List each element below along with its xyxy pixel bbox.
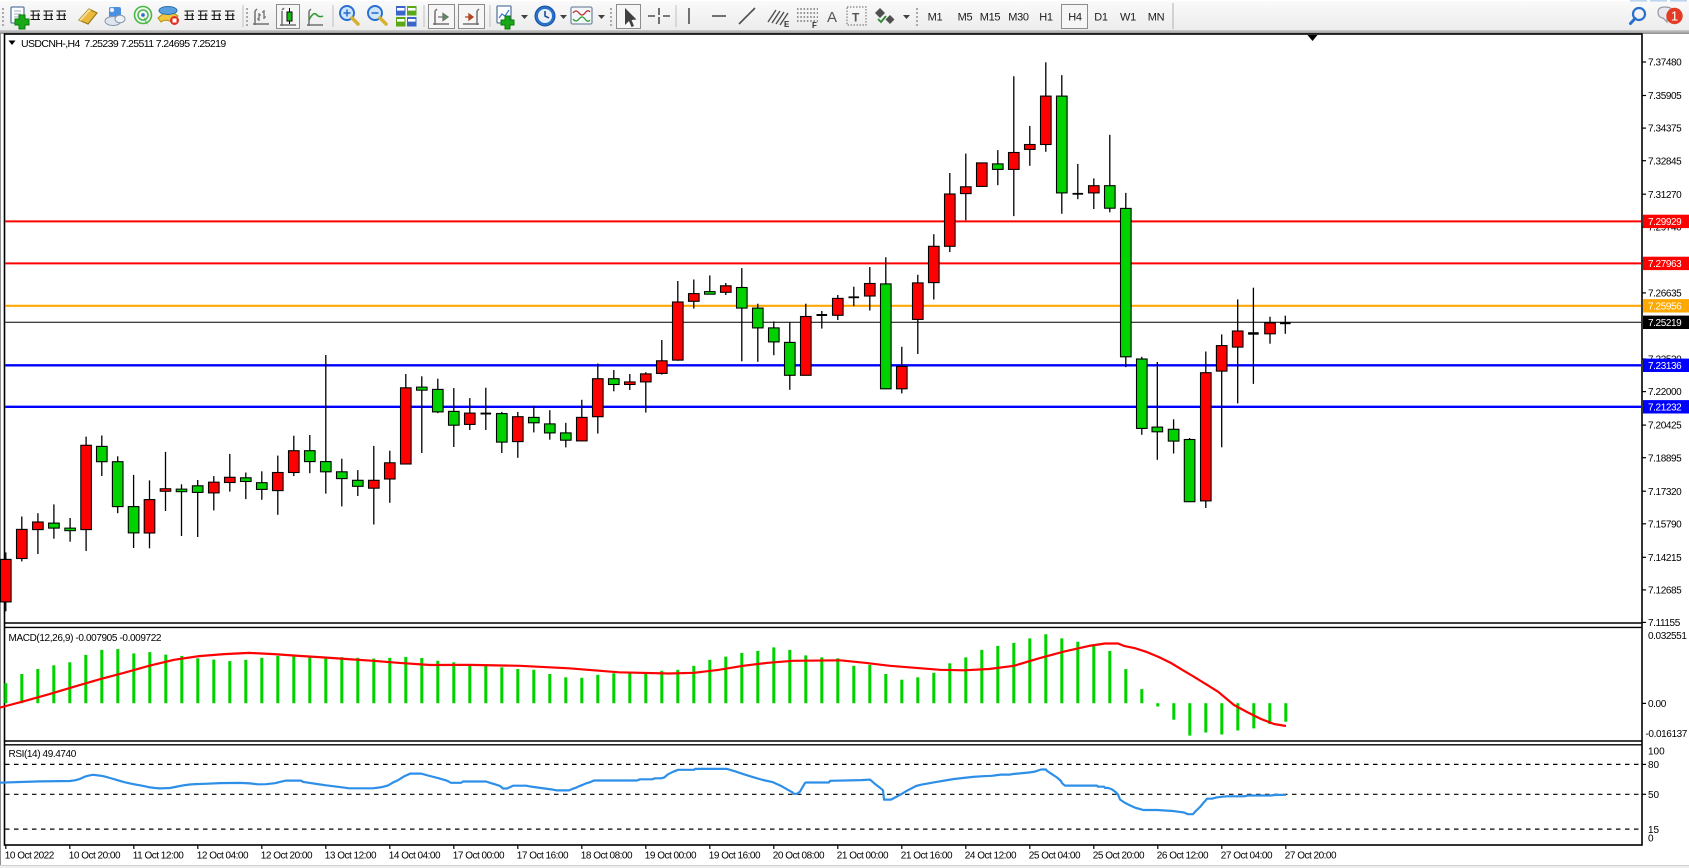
- svg-text:W1: W1: [1120, 12, 1136, 24]
- svg-text:MACD(12,26,9) -0.007905 -0.009: MACD(12,26,9) -0.007905 -0.009722: [9, 633, 162, 644]
- svg-text:15: 15: [1648, 825, 1660, 836]
- svg-text:1: 1: [1671, 9, 1678, 24]
- svg-text:27 Oct 20:00: 27 Oct 20:00: [1285, 851, 1337, 862]
- svg-text:13 Oct 12:00: 13 Oct 12:00: [325, 851, 377, 862]
- svg-text:-0.016137: -0.016137: [1646, 729, 1688, 740]
- svg-text:7.21232: 7.21232: [1648, 402, 1682, 413]
- svg-text:14 Oct 04:00: 14 Oct 04:00: [389, 851, 441, 862]
- svg-text:7.11155: 7.11155: [1648, 618, 1681, 629]
- svg-text:A: A: [827, 9, 837, 26]
- svg-text:7.26635: 7.26635: [1648, 289, 1682, 300]
- svg-text:7.29929: 7.29929: [1648, 217, 1682, 228]
- svg-text:7.20425: 7.20425: [1648, 421, 1682, 432]
- svg-text:7.15790: 7.15790: [1648, 519, 1682, 530]
- svg-text:7.37480: 7.37480: [1648, 58, 1682, 69]
- svg-text:80: 80: [1648, 760, 1660, 771]
- svg-text:18 Oct 08:00: 18 Oct 08:00: [581, 851, 633, 862]
- svg-text:7.27963: 7.27963: [1648, 259, 1682, 270]
- svg-text:25 Oct 04:00: 25 Oct 04:00: [1029, 851, 1081, 862]
- svg-text:100: 100: [1648, 746, 1665, 757]
- svg-text:19 Oct 16:00: 19 Oct 16:00: [709, 851, 761, 862]
- svg-text:50: 50: [1648, 790, 1660, 801]
- svg-text:11 Oct 12:00: 11 Oct 12:00: [133, 851, 184, 862]
- svg-text:17 Oct 16:00: 17 Oct 16:00: [517, 851, 569, 862]
- svg-text:25 Oct 20:00: 25 Oct 20:00: [1093, 851, 1145, 862]
- svg-text:M1: M1: [928, 12, 943, 24]
- svg-text:0: 0: [1648, 833, 1654, 844]
- svg-text:19 Oct 00:00: 19 Oct 00:00: [645, 851, 697, 862]
- svg-text:MN: MN: [1148, 12, 1165, 24]
- svg-text:20 Oct 08:00: 20 Oct 08:00: [773, 851, 825, 862]
- svg-text:7.23136: 7.23136: [1648, 361, 1682, 372]
- svg-text:24 Oct 12:00: 24 Oct 12:00: [965, 851, 1017, 862]
- svg-text:H1: H1: [1039, 12, 1053, 24]
- svg-text:M5: M5: [958, 12, 973, 24]
- svg-text:7.25219: 7.25219: [1648, 318, 1682, 329]
- svg-text:7.18895: 7.18895: [1648, 453, 1682, 464]
- svg-text:21 Oct 16:00: 21 Oct 16:00: [901, 851, 953, 862]
- svg-text:F: F: [812, 21, 817, 30]
- svg-text:7.34375: 7.34375: [1648, 124, 1682, 135]
- svg-text:0.00: 0.00: [1648, 699, 1667, 710]
- svg-text:21 Oct 00:00: 21 Oct 00:00: [837, 851, 889, 862]
- svg-text:7.35905: 7.35905: [1648, 91, 1682, 102]
- svg-text:USDCNH-,H4 7.25239 7.25511 7.: USDCNH-,H4 7.25239 7.25511 7.24695 7.252…: [21, 38, 226, 50]
- svg-text:E: E: [784, 20, 790, 29]
- svg-text:T: T: [852, 11, 860, 25]
- svg-text:10 Oct 20:00: 10 Oct 20:00: [69, 851, 121, 862]
- svg-text:7.31270: 7.31270: [1648, 190, 1682, 201]
- svg-text:7.25956: 7.25956: [1648, 301, 1682, 312]
- svg-text:H4: H4: [1068, 12, 1082, 24]
- svg-text:7.17320: 7.17320: [1648, 487, 1682, 498]
- svg-text:0.032551: 0.032551: [1648, 631, 1687, 642]
- svg-text:27 Oct 04:00: 27 Oct 04:00: [1221, 851, 1273, 862]
- svg-text:D1: D1: [1094, 12, 1108, 24]
- svg-text:RSI(14) 49.4740: RSI(14) 49.4740: [9, 749, 77, 760]
- svg-text:M30: M30: [1008, 12, 1029, 24]
- svg-text:7.32845: 7.32845: [1648, 156, 1682, 167]
- svg-text:10 Oct 2022: 10 Oct 2022: [5, 851, 55, 862]
- svg-text:7.22000: 7.22000: [1648, 387, 1682, 398]
- svg-text:26 Oct 12:00: 26 Oct 12:00: [1157, 851, 1209, 862]
- svg-text:12 Oct 04:00: 12 Oct 04:00: [197, 851, 249, 862]
- svg-text:17 Oct 00:00: 17 Oct 00:00: [453, 851, 505, 862]
- svg-text:7.12685: 7.12685: [1648, 586, 1682, 597]
- svg-text:7.14215: 7.14215: [1648, 553, 1682, 564]
- svg-text:M15: M15: [980, 12, 1001, 24]
- svg-text:12 Oct 20:00: 12 Oct 20:00: [261, 851, 313, 862]
